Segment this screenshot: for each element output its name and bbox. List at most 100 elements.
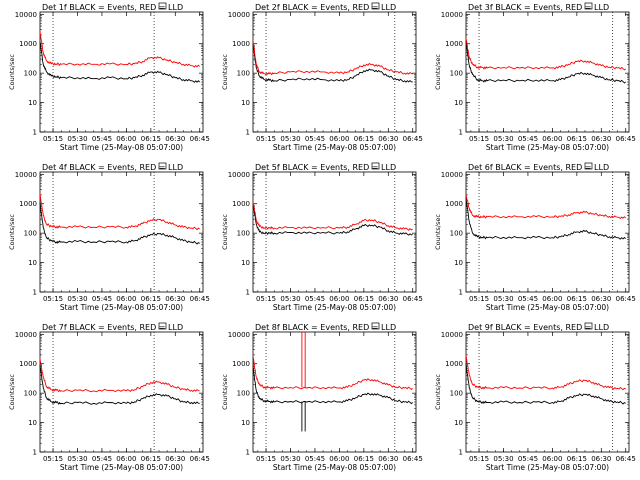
x-tick-label: 05:15 [43,135,63,143]
x-tick-label: 05:30 [280,135,300,143]
y-tick-label: 100 [24,70,37,78]
y-tick-label: 100 [450,390,463,398]
x-tick-label: 06:45 [616,135,636,143]
y-tick-label: 1 [459,449,463,457]
series-line-lld [39,193,200,231]
x-tick-label: 06:15 [567,295,587,303]
chart-title: Det 7f BLACK = Events, RED = LLD [42,323,183,332]
y-tick-label: 100 [237,230,250,238]
x-tick-label: 06:00 [329,295,349,303]
x-tick-label: 05:45 [305,135,325,143]
y-tick-label: 1000 [232,200,250,208]
y-axis-label: Counts/sec [8,54,16,90]
y-tick-label: 10000 [228,11,250,19]
x-tick-label: 06:30 [378,455,398,463]
y-tick-label: 10000 [15,331,37,339]
chart-title: Det 5f BLACK = Events, RED = LLD [255,163,396,172]
x-tick-label: 05:45 [518,135,538,143]
plot-frame [252,171,417,293]
y-tick-label: 100 [450,230,463,238]
series-line-lld [465,354,626,391]
legend-box-icon [158,2,167,10]
chart-panel: Det 1f BLACK = Events, RED = LLD 1 10 100 10… [8,2,210,152]
x-tick-label: 05:30 [67,135,87,143]
legend-box-icon [584,162,593,170]
x-tick-label: 06:30 [165,135,185,143]
y-axis-label: Counts/sec [221,214,229,250]
y-tick-label: 1000 [445,40,463,48]
x-tick-label: 05:15 [43,295,63,303]
y-axis-label: Counts/sec [221,54,229,90]
x-tick-label: 06:45 [190,295,210,303]
x-tick-label: 06:00 [116,295,136,303]
plot-frame [252,11,417,133]
x-tick-label: 05:45 [518,455,538,463]
x-tick-label: 06:45 [190,135,210,143]
chart-panel: Det 7f BLACK = Events, RED = LLD 1 10 100 10… [8,322,210,472]
y-tick-label: 100 [24,390,37,398]
y-tick-label: 10000 [15,11,37,19]
series-line-lld [465,194,627,220]
plot-frame [465,331,630,453]
x-tick-label: 06:30 [378,135,398,143]
chart-panel: Det 4f BLACK = Events, RED = LLD 1 10 100 10… [8,162,210,312]
x-axis-label: Start Time (25-May-08 05:07:00) [273,143,396,152]
x-tick-label: 06:45 [403,455,423,463]
y-tick-label: 10000 [228,171,250,179]
x-tick-label: 06:15 [141,295,161,303]
x-tick-label: 06:00 [542,135,562,143]
x-tick-label: 06:00 [542,295,562,303]
x-tick-label: 05:45 [92,135,112,143]
y-axis-label: Counts/sec [8,374,16,410]
chart-panel: Det 9f BLACK = Events, RED = LLD 1 10 100 10… [434,322,636,472]
y-tick-label: 1 [33,289,37,297]
x-tick-label: 05:30 [493,295,513,303]
plot-frame [465,11,630,133]
x-tick-label: 05:15 [469,135,489,143]
x-tick-label: 05:30 [67,295,87,303]
chart-title: Det 6f BLACK = Events, RED = LLD [468,163,609,172]
x-tick-label: 06:45 [190,455,210,463]
y-tick-label: 1000 [19,200,37,208]
chart-panel: Det 2f BLACK = Events, RED = LLD 1 10 100 10… [221,2,423,152]
x-tick-label: 05:30 [67,455,87,463]
x-tick-label: 06:30 [378,295,398,303]
x-axis-label: Start Time (25-May-08 05:07:00) [60,463,183,472]
x-tick-label: 05:30 [493,135,513,143]
plot-frame [39,331,204,453]
y-tick-label: 1 [459,289,463,297]
series-line-lld [252,40,413,76]
x-tick-label: 05:45 [92,455,112,463]
x-tick-label: 06:15 [141,455,161,463]
y-tick-label: 10000 [441,331,463,339]
x-tick-label: 05:15 [256,135,276,143]
y-axis-label: Counts/sec [8,214,16,250]
y-tick-label: 10000 [441,171,463,179]
y-tick-label: 1 [459,129,463,137]
x-axis-label: Start Time (25-May-08 05:07:00) [60,143,183,152]
y-tick-label: 100 [237,70,250,78]
y-tick-label: 10 [454,419,463,427]
legend-box-icon [584,322,593,330]
y-tick-label: 1000 [445,360,463,368]
legend-box-icon [584,2,593,10]
chart-title: Det 8f BLACK = Events, RED = LLD [255,323,396,332]
chart-panel: Det 5f BLACK = Events, RED = LLD 1 10 100 10… [221,162,423,312]
x-tick-label: 06:30 [165,455,185,463]
y-tick-label: 1000 [232,360,250,368]
chart-panel: Det 8f BLACK = Events, RED = LLD 1 10 100 10… [221,322,423,472]
y-tick-label: 1000 [445,200,463,208]
y-tick-label: 1 [33,129,37,137]
chart-title: Det 3f BLACK = Events, RED = LLD [468,3,609,12]
x-tick-label: 06:00 [542,455,562,463]
legend-box-icon [371,2,380,10]
x-tick-label: 05:45 [305,295,325,303]
plot-frame [39,171,204,293]
x-axis-label: Start Time (25-May-08 05:07:00) [273,463,396,472]
chart-panel: Det 3f BLACK = Events, RED = LLD 1 10 100 10… [434,2,636,152]
x-tick-label: 05:45 [305,455,325,463]
x-tick-label: 06:45 [403,135,423,143]
x-tick-label: 06:00 [116,455,136,463]
y-tick-label: 1 [246,129,250,137]
y-tick-label: 1000 [232,40,250,48]
